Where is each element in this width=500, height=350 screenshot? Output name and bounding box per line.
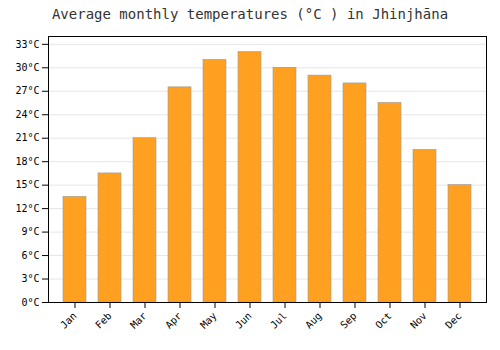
svg-text:24°C: 24°C: [15, 109, 39, 120]
svg-text:0°C: 0°C: [21, 297, 39, 308]
svg-text:27°C: 27°C: [15, 85, 39, 96]
svg-text:Feb: Feb: [93, 310, 114, 331]
svg-text:Jul: Jul: [268, 310, 289, 331]
svg-text:Mar: Mar: [128, 310, 149, 331]
svg-text:3°C: 3°C: [21, 273, 39, 284]
svg-text:Jan: Jan: [58, 310, 79, 331]
svg-text:Apr: Apr: [163, 310, 184, 331]
html-text:Average monthly temperatures (: Average monthly temperatures (°C ) in Jh…: [51, 6, 449, 22]
svg-text:33°C: 33°C: [15, 39, 39, 50]
svg-text:Oct: Oct: [373, 310, 394, 331]
svg-text:Dec: Dec: [443, 310, 464, 331]
svg-text:Aug: Aug: [303, 310, 324, 331]
svg-text:Jun: Jun: [233, 310, 254, 331]
svg-text:9°C: 9°C: [21, 226, 39, 237]
svg-text:6°C: 6°C: [21, 250, 39, 261]
svg-text:Sep: Sep: [338, 310, 359, 331]
svg-text:May: May: [198, 310, 219, 331]
svg-text:12°C: 12°C: [15, 203, 39, 214]
svg-text:18°C: 18°C: [15, 156, 39, 167]
svg-text:15°C: 15°C: [15, 179, 39, 190]
svg-text:Nov: Nov: [408, 310, 429, 331]
svg-text:21°C: 21°C: [15, 132, 39, 143]
svg-text:30°C: 30°C: [15, 62, 39, 73]
